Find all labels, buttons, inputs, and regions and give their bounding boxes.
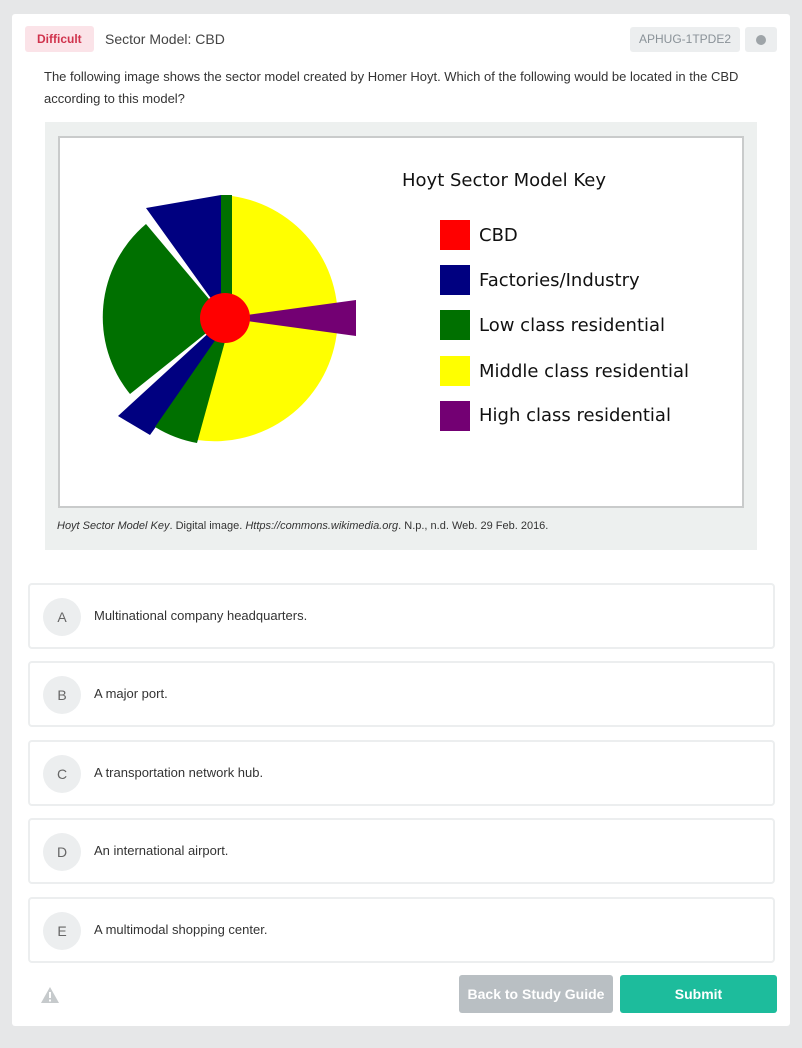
legend-swatch-middle-class xyxy=(440,356,470,386)
legend-item-factories: Factories/Industry xyxy=(440,265,640,295)
choice-text: A multimodal shopping center. xyxy=(94,922,268,937)
choice-letter: E xyxy=(43,912,81,950)
legend-label-factories: Factories/Industry xyxy=(479,270,640,291)
question-id-badge: APHUG-1TPDE2 xyxy=(630,27,741,52)
legend-swatch-low-class xyxy=(440,310,470,340)
answer-choice-e[interactable]: E A multimodal shopping center. xyxy=(28,897,775,963)
answer-choice-d[interactable]: D An international airport. xyxy=(28,818,775,884)
back-to-study-guide-button[interactable]: Back to Study Guide xyxy=(459,975,613,1013)
status-dot-button[interactable] xyxy=(745,27,777,52)
difficulty-badge: Difficult xyxy=(25,26,94,52)
high-class-sector xyxy=(225,300,356,336)
key-title: Hoyt Sector Model Key xyxy=(402,170,606,191)
question-prompt: The following image shows the sector mod… xyxy=(44,69,739,106)
caption-text-1: . Digital image. xyxy=(169,520,246,532)
answer-choice-a[interactable]: A Multinational company headquarters. xyxy=(28,583,775,649)
answer-choice-b[interactable]: B A major port. xyxy=(28,661,775,727)
legend-swatch-high-class xyxy=(440,401,470,431)
hoyt-model-image: Hoyt Sector Model Key CBD Factories/Indu… xyxy=(58,136,744,508)
legend-label-high-class: High class residential xyxy=(479,405,671,426)
legend-item-cbd: CBD xyxy=(440,220,518,250)
legend-label-low-class: Low class residential xyxy=(479,315,665,336)
warning-icon[interactable] xyxy=(40,986,60,1009)
hoyt-model-diagram: Hoyt Sector Model Key CBD Factories/Indu… xyxy=(102,170,689,443)
status-dot-icon xyxy=(756,34,766,45)
cbd-circle xyxy=(200,293,250,343)
choice-text: Multinational company headquarters. xyxy=(94,608,308,623)
submit-button[interactable]: Submit xyxy=(620,975,777,1013)
low-class-strip-top xyxy=(221,195,232,318)
choice-letter: C xyxy=(43,755,81,793)
question-header: Difficult Sector Model: CBD APHUG-1TPDE2 xyxy=(25,26,777,53)
choice-letter: A xyxy=(43,598,81,636)
factories-sector-bottom xyxy=(118,318,234,435)
caption-text-2: . N.p., n.d. Web. 29 Feb. 2016. xyxy=(398,520,549,532)
legend-item-high-class: High class residential xyxy=(440,401,671,431)
choice-text: A transportation network hub. xyxy=(94,765,264,780)
factories-sector-top xyxy=(146,195,225,318)
legend-item-low-class: Low class residential xyxy=(440,310,665,340)
legend-swatch-cbd xyxy=(440,220,470,250)
choice-letter: D xyxy=(43,833,81,871)
legend-label-cbd: CBD xyxy=(479,225,518,246)
choice-text: An international airport. xyxy=(94,843,229,858)
figure-caption: Hoyt Sector Model Key. Digital image. Ht… xyxy=(57,520,548,532)
choice-text: A major port. xyxy=(94,686,168,701)
question-card: Difficult Sector Model: CBD APHUG-1TPDE2… xyxy=(12,14,790,1026)
legend-swatch-factories xyxy=(440,265,470,295)
legend-item-middle-class: Middle class residential xyxy=(440,356,689,386)
caption-title: Hoyt Sector Model Key xyxy=(57,520,170,532)
low-class-sector-bottom xyxy=(155,316,232,443)
caption-site: Https://commons.wikimedia.org xyxy=(245,520,399,532)
answer-choice-c[interactable]: C A transportation network hub. xyxy=(28,740,775,806)
low-class-sector-left xyxy=(102,224,225,394)
choice-letter: B xyxy=(43,676,81,714)
question-title: Sector Model: CBD xyxy=(105,31,225,47)
legend-label-middle-class: Middle class residential xyxy=(479,361,689,382)
figure: Hoyt Sector Model Key CBD Factories/Indu… xyxy=(45,122,757,550)
